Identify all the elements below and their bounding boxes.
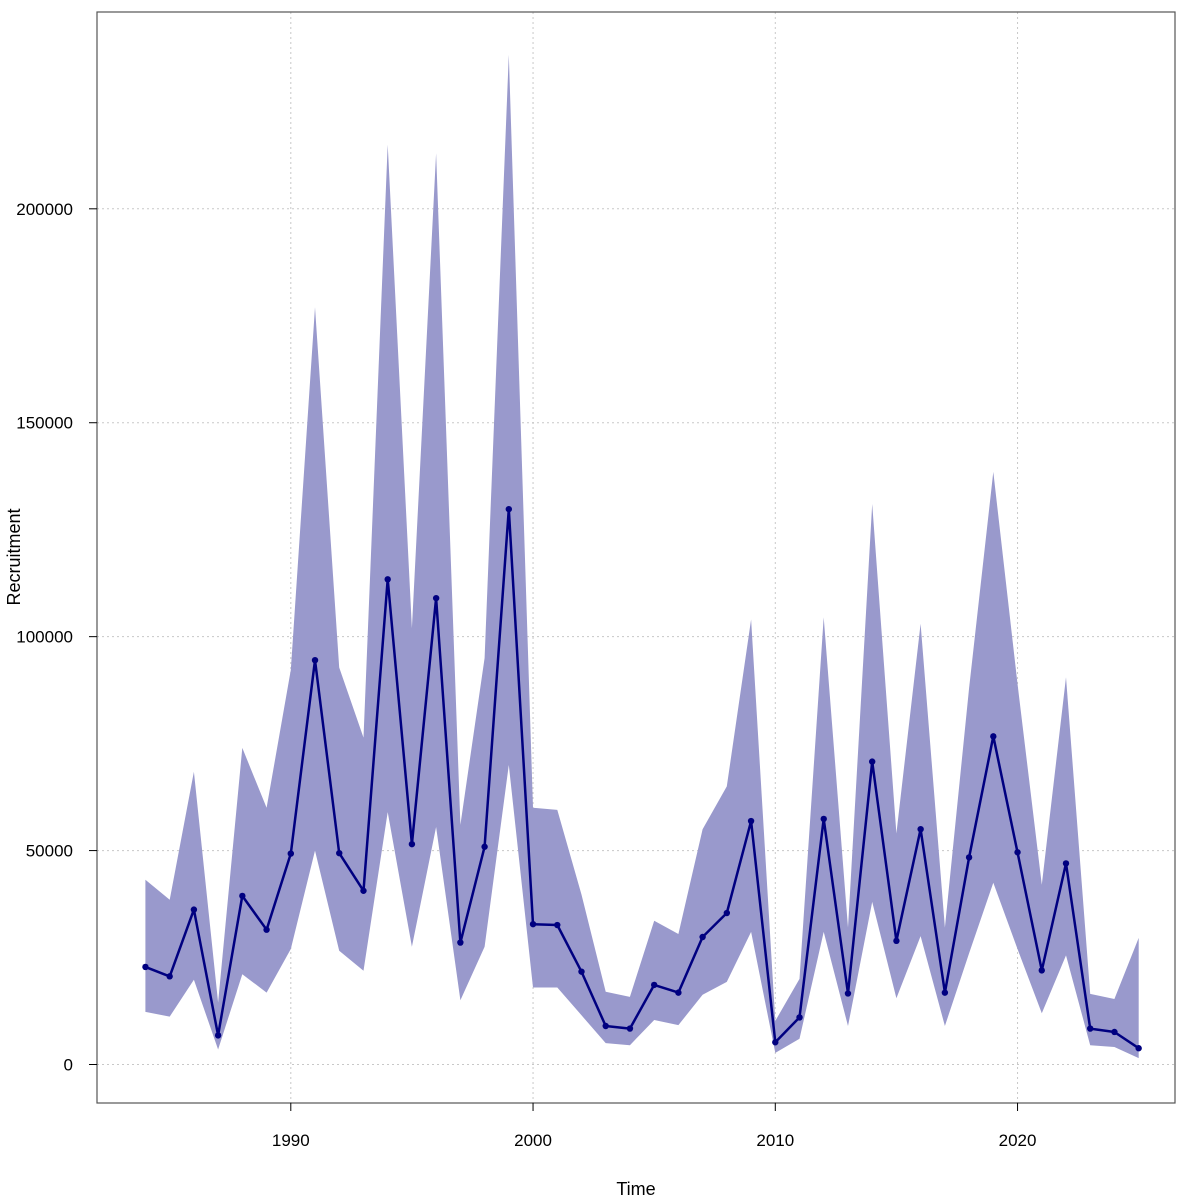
data-point-1991 <box>311 656 319 664</box>
x-axis: 1990 2000 2010 2020 <box>272 1103 1037 1150</box>
y-tick-label-50000: 50000 <box>26 842 73 861</box>
data-point-1998 <box>481 843 488 850</box>
y-axis-title: Recruitment <box>4 508 24 605</box>
confidence-band-layer <box>145 54 1139 1059</box>
data-point-2006 <box>675 989 682 996</box>
data-point-1985 <box>166 973 173 980</box>
data-point-1993 <box>360 887 367 894</box>
y-tick-label-200000: 200000 <box>16 200 73 219</box>
data-point-1996 <box>432 594 440 602</box>
x-tick-label-2010: 2010 <box>756 1131 794 1150</box>
series-line-layer <box>144 507 1140 1050</box>
data-point-2001 <box>554 921 561 929</box>
data-point-1997 <box>457 939 464 946</box>
data-point-1989 <box>263 926 270 933</box>
data-point-2021 <box>1038 967 1045 974</box>
data-point-2017 <box>941 989 949 996</box>
data-point-1987 <box>214 1032 222 1039</box>
data-point-2022 <box>1062 860 1070 867</box>
data-point-1994 <box>384 576 391 583</box>
data-point-2019 <box>990 733 997 740</box>
plot-frame <box>96 11 1176 1104</box>
data-point-2005 <box>650 981 658 989</box>
y-tick-label-100000: 100000 <box>16 628 73 647</box>
data-point-2018 <box>965 854 973 861</box>
data-point-2003 <box>602 1022 609 1030</box>
data-point-1988 <box>239 892 246 900</box>
data-points <box>142 505 1142 1052</box>
data-point-2015 <box>893 937 900 945</box>
y-axis: 0 50000 100000 150000 200000 <box>16 200 97 1074</box>
data-point-2023 <box>1087 1025 1094 1032</box>
data-point-1992 <box>336 849 343 857</box>
recruitment-line <box>144 507 1140 1050</box>
data-point-2008 <box>723 909 731 917</box>
confidence-band <box>145 54 1139 1059</box>
x-tick-label-2000: 2000 <box>514 1131 552 1150</box>
data-point-2007 <box>699 933 706 941</box>
data-point-2016 <box>917 825 924 833</box>
y-tick-label-0: 0 <box>64 1055 73 1074</box>
data-point-1995 <box>408 840 416 848</box>
data-point-1986 <box>190 906 198 913</box>
data-point-2024 <box>1111 1028 1118 1036</box>
grid <box>97 12 1175 1103</box>
data-point-2002 <box>578 968 585 975</box>
data-point-1999 <box>505 505 513 513</box>
data-point-2025 <box>1135 1045 1142 1052</box>
data-point-2013 <box>844 990 852 997</box>
data-point-2000 <box>529 920 537 928</box>
y-tick-label-150000: 150000 <box>16 414 73 433</box>
data-point-2004 <box>626 1025 634 1032</box>
data-point-1990 <box>287 850 294 857</box>
data-point-2009 <box>747 817 755 825</box>
data-point-2012 <box>820 815 827 823</box>
data-point-1984 <box>142 963 149 971</box>
data-point-2020 <box>1014 849 1021 856</box>
x-axis-title: Time <box>616 1179 655 1199</box>
x-tick-label-2020: 2020 <box>999 1131 1037 1150</box>
data-point-2010 <box>772 1039 779 1046</box>
data-point-2014 <box>868 758 876 765</box>
data-point-2011 <box>796 1014 803 1021</box>
x-tick-label-1990: 1990 <box>272 1131 310 1150</box>
